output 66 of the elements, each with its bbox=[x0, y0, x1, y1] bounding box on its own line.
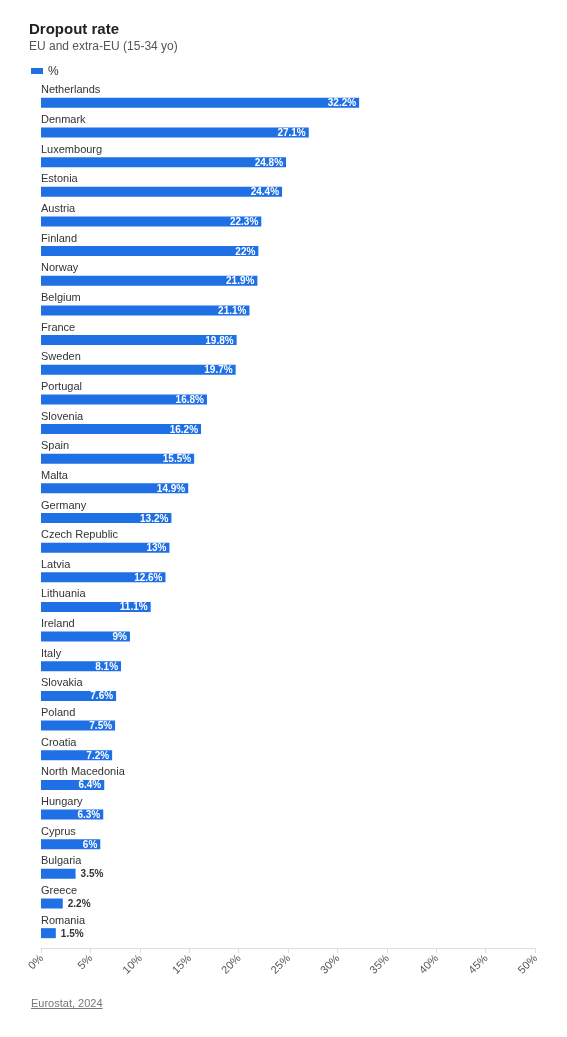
y-tick-label: Lithuania bbox=[41, 587, 87, 600]
y-tick-label: Bulgaria bbox=[41, 854, 83, 867]
y-tick-label: North Macedonia bbox=[41, 765, 126, 778]
y-tick-label: Hungary bbox=[41, 795, 84, 808]
y-tick-label: Spain bbox=[41, 439, 70, 452]
y-tick-label: Estonia bbox=[41, 172, 79, 185]
data-label: 21.1% bbox=[218, 304, 247, 316]
data-label: 16.2% bbox=[169, 423, 199, 435]
y-tick-label: Belgium bbox=[41, 290, 81, 303]
data-label: 6.3% bbox=[77, 809, 101, 821]
data-label: 12.6% bbox=[134, 571, 163, 583]
data-label: 16.8% bbox=[175, 393, 205, 405]
data-label: 7.6% bbox=[90, 690, 114, 702]
y-tick-label: Italy bbox=[41, 646, 62, 659]
legend-label: % bbox=[48, 64, 59, 78]
y-tick-label: Slovenia bbox=[41, 409, 85, 422]
data-label: 32.2% bbox=[327, 97, 357, 109]
data-label: 7.5% bbox=[89, 720, 113, 732]
y-tick-label: Slovakia bbox=[41, 676, 84, 689]
y-tick-label: Croatia bbox=[41, 735, 78, 748]
y-tick-label: Poland bbox=[41, 706, 76, 719]
data-label: 21.9% bbox=[226, 275, 255, 287]
y-tick-label: Cyprus bbox=[41, 824, 77, 837]
data-label: 6.4% bbox=[78, 779, 102, 791]
data-label: 22.3% bbox=[229, 215, 259, 227]
data-label: 15.5% bbox=[162, 453, 192, 465]
data-label: 1.5% bbox=[60, 927, 84, 939]
data-label: 19.7% bbox=[204, 364, 233, 376]
y-tick-label: Czech Republic bbox=[41, 528, 119, 541]
data-label: 22% bbox=[235, 245, 256, 257]
y-tick-label: Finland bbox=[41, 231, 78, 244]
y-tick-label: Portugal bbox=[41, 379, 82, 392]
data-label: 11.1% bbox=[119, 601, 148, 613]
y-tick-label: Denmark bbox=[41, 112, 87, 125]
data-label: 9% bbox=[112, 631, 128, 643]
y-tick-label: Latvia bbox=[41, 557, 72, 570]
data-label: 13% bbox=[146, 542, 167, 554]
y-tick-label: Ireland bbox=[41, 617, 75, 630]
data-label: 14.9% bbox=[156, 482, 186, 494]
x-tick-label: 5% bbox=[74, 951, 95, 972]
data-label: 24.8% bbox=[254, 156, 284, 168]
data-label: 27.1% bbox=[277, 126, 306, 138]
y-tick-label: Luxembourg bbox=[41, 142, 103, 155]
y-tick-label: Sweden bbox=[41, 350, 81, 363]
data-label: 6% bbox=[82, 838, 98, 850]
chart-subtitle: EU and extra-EU (15-34 yo) bbox=[29, 39, 178, 53]
y-tick-label: Greece bbox=[41, 884, 78, 897]
y-tick-label: France bbox=[41, 320, 76, 333]
y-tick-label: Romania bbox=[41, 913, 86, 926]
y-tick-label: Malta bbox=[41, 468, 69, 481]
data-label: 8.1% bbox=[95, 660, 119, 672]
x-tick-label: 45% bbox=[465, 951, 490, 976]
data-label: 2.2% bbox=[67, 898, 91, 910]
text: Eurostat, 2024 bbox=[31, 997, 103, 1009]
y-tick-label: Netherlands bbox=[41, 83, 101, 96]
data-label: 24.4% bbox=[250, 186, 280, 198]
data-label: 19.8% bbox=[205, 334, 234, 346]
y-tick-label: Germany bbox=[41, 498, 87, 511]
x-tick-label: 40% bbox=[416, 951, 441, 976]
data-label: 3.5% bbox=[80, 868, 104, 880]
chart-title: Dropout rate bbox=[29, 20, 119, 37]
y-tick-label: Norway bbox=[41, 261, 79, 274]
data-label: 13.2% bbox=[140, 512, 169, 524]
data-label: 7.2% bbox=[86, 749, 110, 761]
x-tick-label: 0% bbox=[25, 951, 46, 972]
y-tick-label: Austria bbox=[41, 201, 77, 214]
